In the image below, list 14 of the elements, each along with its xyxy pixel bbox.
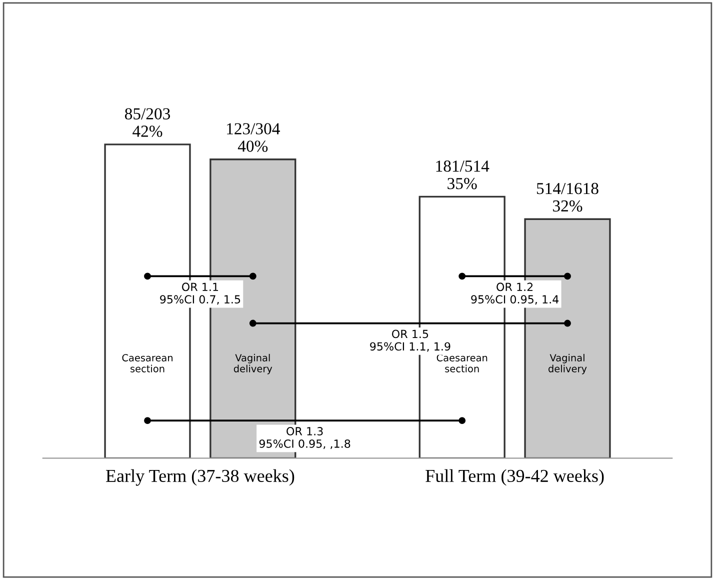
annotation: OR 1.5 95%CI 1.1, 1.9 (370, 330, 450, 352)
text: Caesarean section (122, 354, 172, 372)
x-tick-label: Early Term (37-38 weeks) (106, 469, 294, 486)
text: Vaginal delivery (548, 354, 587, 374)
series-label: Caesarean section (436, 354, 488, 372)
x-tick-label: Full Term (39-42 weeks) (426, 469, 604, 486)
data-label: 181/514 35% (436, 160, 490, 190)
series-label: Vaginal delivery (234, 354, 272, 374)
annotation: OR 1.2 95%CI 0.95, 1.4 (471, 282, 559, 305)
annotation: OR 1.3 95%CI 0.95, ,1.8 (259, 427, 350, 449)
annotation: OR 1.1 95%CI 0.7, 1.5 (160, 282, 240, 305)
data-label: 514/1618 32% (536, 182, 598, 212)
data-label: 123/304 40% (227, 123, 280, 152)
data-label: 85/203 42% (124, 108, 170, 137)
